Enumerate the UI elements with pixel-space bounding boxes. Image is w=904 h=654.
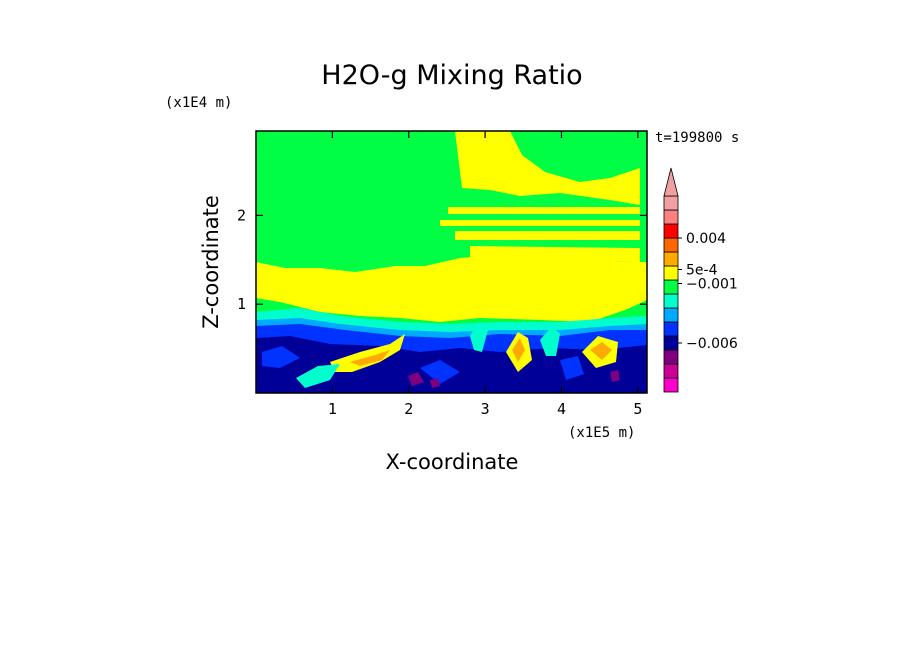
- x-axis-label: X-coordinate: [386, 450, 519, 474]
- colorbar-label: −0.006: [686, 336, 738, 352]
- colorbar-swatch: [663, 251, 679, 267]
- x-tick-label: 3: [481, 400, 490, 418]
- contour-streak: [440, 220, 640, 226]
- contour-plume: [610, 370, 620, 382]
- colorbar-swatch: [663, 195, 679, 211]
- x-tick-label: 1: [328, 400, 337, 418]
- y-scale-label: (x1E4 m): [165, 95, 232, 111]
- colorbar-extend-arrow: [663, 167, 679, 197]
- contour-upper-green: [510, 131, 640, 182]
- colorbar-swatch: [663, 279, 679, 295]
- colorbar-label: 0.004: [686, 231, 726, 247]
- colorbar-swatch: [663, 349, 679, 365]
- colorbar-swatch: [663, 293, 679, 309]
- time-label: t=199800 s: [655, 130, 739, 146]
- contour-plume: [350, 350, 390, 366]
- contour-plume: [560, 356, 584, 380]
- contour-plume: [470, 322, 488, 352]
- x-tick-label: 5: [633, 400, 642, 418]
- colorbar-swatch: [663, 335, 679, 351]
- x-axis-ticks: 1 2 3 4 5: [328, 131, 642, 418]
- contour-plume: [540, 326, 560, 356]
- colorbar-swatch: [663, 307, 679, 323]
- contour-plume: [296, 364, 340, 388]
- x-tick-label: 2: [404, 400, 413, 418]
- contour-streak: [455, 231, 640, 240]
- contour-plume: [590, 342, 612, 360]
- y-tick-label: 2: [237, 206, 246, 224]
- y-axis-label: Z-coordinate: [199, 195, 223, 329]
- contour-plume: [408, 372, 424, 386]
- colorbar: 0.004 5e-4−0.001 −0.006: [663, 167, 738, 393]
- colorbar-swatch: [663, 209, 679, 225]
- x-scale-label: (x1E5 m): [568, 425, 635, 441]
- y-tick-label: 1: [237, 295, 246, 313]
- contour-field: [256, 131, 647, 393]
- colorbar-swatch: [663, 265, 679, 281]
- plot-frame: [255, 130, 648, 394]
- contour-plume: [262, 346, 300, 368]
- contour-mid-yellow: [256, 255, 647, 322]
- colorbar-swatch: [663, 321, 679, 337]
- colorbar-swatch: [663, 223, 679, 239]
- contour-plume: [330, 334, 405, 372]
- contour-plume: [512, 338, 525, 362]
- contour-plume: [430, 378, 440, 388]
- contour-plume: [420, 360, 460, 384]
- colorbar-swatch: [663, 377, 679, 393]
- colorbar-swatch: [663, 363, 679, 379]
- colorbar-label: 5e-4: [686, 263, 718, 279]
- x-tick-label: 4: [557, 400, 566, 418]
- y-axis-ticks: 12: [237, 206, 647, 313]
- chart-title: H2O-g Mixing Ratio: [321, 60, 582, 91]
- colorbar-label: −0.001: [686, 277, 738, 293]
- contour-streak: [448, 207, 640, 214]
- colorbar-swatch: [663, 237, 679, 253]
